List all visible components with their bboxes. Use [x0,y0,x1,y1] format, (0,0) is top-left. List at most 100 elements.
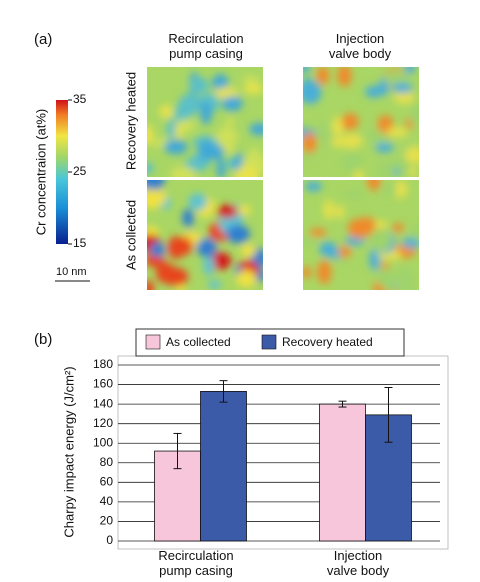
colorbar-tick-label: 35 [73,92,87,106]
heat-blob [323,199,334,221]
heat-blob [376,163,395,177]
heat-blob [240,244,256,258]
heat-blob [368,228,393,252]
heat-blob [198,140,214,161]
heat-blob [408,167,418,177]
legend-label: Recovery heated [282,335,373,349]
heat-blob [375,142,394,153]
y-tick-label: 120 [93,416,113,430]
heat-blob [342,190,366,199]
heat-blob [203,254,215,276]
heat-blob [386,127,408,138]
heat-map-texture [147,67,263,177]
heat-blob [216,204,238,218]
heat-blob [318,120,331,143]
heat-blob [147,180,165,192]
heat-blob [147,162,154,174]
heat-blob [382,271,395,290]
legend-label: As collected [166,335,231,349]
heat-blob [367,180,381,191]
heat-blob [163,139,188,155]
heat-blob [159,104,173,119]
heat-blob [364,85,384,98]
y-tick-label: 40 [100,494,114,508]
heat-blob [341,152,364,173]
heat-blob [170,166,197,177]
legend-swatch [145,334,161,350]
heat-blob [216,157,226,177]
heat-map [303,67,419,177]
x-tick-label: Recirculation pump casing [158,548,234,578]
heat-blob [303,132,317,154]
heat-blob [234,166,260,177]
heat-blob [242,75,260,85]
heat-blob [196,238,217,258]
heat-blob [147,280,155,290]
heat-map-texture [147,180,263,290]
heat-blob [155,262,176,284]
panel-label: (b) [34,331,52,348]
heat-blob [303,67,312,73]
heat-blob [393,180,408,199]
heat-blob [226,224,250,244]
y-tick-label: 20 [100,514,114,528]
heat-blob [392,82,414,94]
row-label: As collected [123,200,138,270]
scale-bar-label: 10 nm [56,266,87,278]
heat-blob [149,242,166,258]
y-tick-label: 140 [93,396,113,410]
heat-map-blobs [303,67,419,177]
y-tick-label: 160 [93,377,113,391]
heat-blob [394,89,415,105]
heat-blob [341,113,359,131]
y-tick-label: 0 [106,533,113,547]
heat-blob [369,248,381,271]
heat-blob [188,193,208,211]
heat-blob [337,67,352,87]
heat-blob [404,146,419,164]
column-title: Recirculation pump casing [168,31,244,61]
heat-blob [316,67,330,85]
heat-blob [243,83,263,95]
heat-blob [338,246,352,258]
legend-swatch [261,334,277,350]
heat-blob [384,70,409,87]
row-label: Recovery heated [123,72,138,170]
heat-map-texture [303,67,419,177]
heat-map-texture [303,180,419,290]
column-title: Injection valve body [328,31,392,61]
bar [319,403,366,542]
y-tick-label: 180 [93,357,113,371]
heat-blob [237,205,252,216]
heat-map-blobs [147,71,263,177]
colorbar [56,100,68,244]
heat-blob [309,228,327,237]
heat-blob [235,270,257,288]
heat-blob [303,80,322,105]
heat-blob [182,208,194,228]
colorbar-tick-label: 15 [73,236,87,250]
heat-map-blobs [147,180,263,290]
heat-blob [214,87,239,100]
legend-box [135,328,405,357]
heat-blob [200,102,212,125]
colorbar-label: Cr concentraion (at%) [33,109,48,235]
heat-blob [188,77,209,94]
heat-map [147,67,263,177]
heat-blob [303,266,312,279]
heat-blob [410,224,419,241]
heat-blob [147,226,160,237]
heat-blob [347,218,370,239]
heat-blob [404,67,416,75]
heat-blob [409,103,419,127]
heat-blob [179,93,200,117]
heat-blob [225,116,235,127]
heat-blob [147,124,154,145]
heat-blob [383,182,397,197]
heat-blob [221,96,243,112]
y-tick-label: 100 [93,435,113,449]
panel-label: (a) [34,31,52,48]
heat-blob [217,126,237,150]
